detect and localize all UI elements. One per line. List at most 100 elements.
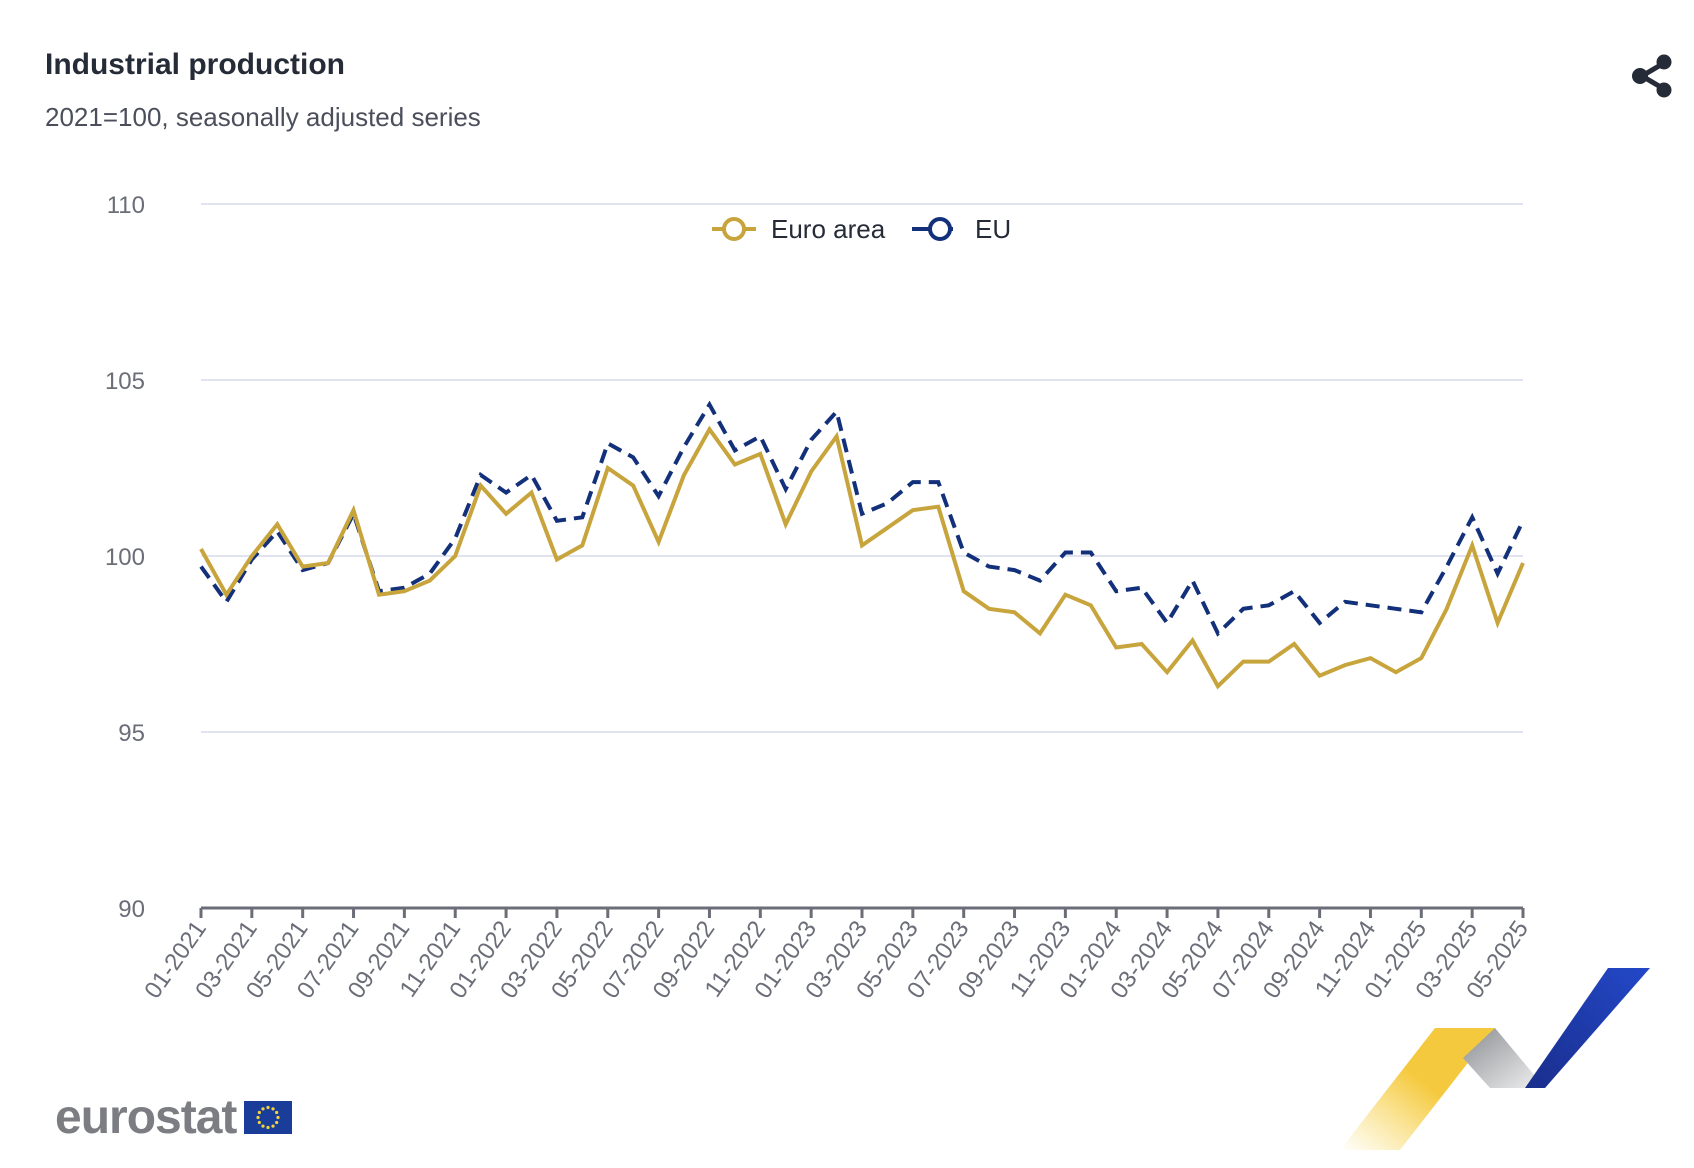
data-point[interactable] — [1164, 620, 1170, 626]
data-point[interactable] — [1469, 514, 1475, 520]
data-point[interactable] — [1062, 549, 1068, 555]
data-point[interactable] — [757, 433, 763, 439]
data-point[interactable] — [503, 490, 509, 496]
data-point[interactable] — [884, 525, 890, 531]
legend-item-euro-area[interactable]: Euro area — [712, 214, 886, 244]
data-point[interactable] — [376, 592, 382, 598]
data-point[interactable] — [1215, 683, 1221, 689]
data-point[interactable] — [605, 440, 611, 446]
data-point[interactable] — [935, 479, 941, 485]
data-point[interactable] — [630, 454, 636, 460]
data-point[interactable] — [351, 507, 357, 513]
data-point[interactable] — [961, 588, 967, 594]
data-point[interactable] — [1266, 602, 1272, 608]
data-point[interactable] — [300, 564, 306, 570]
data-point[interactable] — [783, 521, 789, 527]
data-point[interactable] — [1393, 669, 1399, 675]
data-point[interactable] — [1520, 560, 1526, 566]
data-point[interactable] — [732, 447, 738, 453]
data-point[interactable] — [1367, 655, 1373, 661]
data-point[interactable] — [1037, 630, 1043, 636]
data-point[interactable] — [1418, 655, 1424, 661]
data-point[interactable] — [1317, 620, 1323, 626]
data-point[interactable] — [1037, 578, 1043, 584]
data-point[interactable] — [986, 564, 992, 570]
data-point[interactable] — [1240, 606, 1246, 612]
data-point[interactable] — [1291, 588, 1297, 594]
data-point[interactable] — [1469, 542, 1475, 548]
legend-item-eu[interactable]: EU — [912, 214, 1011, 244]
data-point[interactable] — [554, 557, 560, 563]
data-point[interactable] — [1113, 645, 1119, 651]
data-point[interactable] — [579, 514, 585, 520]
data-point[interactable] — [706, 402, 712, 408]
data-point[interactable] — [859, 511, 865, 517]
data-point[interactable] — [1215, 630, 1221, 636]
data-point[interactable] — [757, 451, 763, 457]
data-point[interactable] — [1062, 592, 1068, 598]
data-point[interactable] — [681, 444, 687, 450]
data-point[interactable] — [427, 571, 433, 577]
data-point[interactable] — [554, 518, 560, 524]
data-point[interactable] — [1012, 567, 1018, 573]
data-point[interactable] — [478, 472, 484, 478]
data-point[interactable] — [529, 472, 535, 478]
data-point[interactable] — [910, 507, 916, 513]
data-point[interactable] — [961, 549, 967, 555]
data-point[interactable] — [656, 539, 662, 545]
data-point[interactable] — [1291, 641, 1297, 647]
data-point[interactable] — [452, 535, 458, 541]
data-point[interactable] — [1495, 571, 1501, 577]
data-point[interactable] — [1444, 564, 1450, 570]
data-point[interactable] — [223, 599, 229, 605]
data-point[interactable] — [732, 461, 738, 467]
data-point[interactable] — [1240, 659, 1246, 665]
data-point[interactable] — [808, 469, 814, 475]
data-point[interactable] — [1393, 606, 1399, 612]
data-point[interactable] — [1520, 518, 1526, 524]
data-point[interactable] — [910, 479, 916, 485]
data-point[interactable] — [783, 486, 789, 492]
data-point[interactable] — [834, 409, 840, 415]
data-point[interactable] — [1012, 609, 1018, 615]
data-point[interactable] — [808, 437, 814, 443]
data-point[interactable] — [884, 500, 890, 506]
data-point[interactable] — [452, 553, 458, 559]
data-point[interactable] — [1342, 599, 1348, 605]
data-point[interactable] — [198, 564, 204, 570]
data-point[interactable] — [1190, 578, 1196, 584]
data-point[interactable] — [1317, 673, 1323, 679]
data-point[interactable] — [1088, 549, 1094, 555]
data-point[interactable] — [1139, 641, 1145, 647]
data-point[interactable] — [1113, 588, 1119, 594]
data-point[interactable] — [834, 433, 840, 439]
data-point[interactable] — [1266, 659, 1272, 665]
data-point[interactable] — [1164, 669, 1170, 675]
data-point[interactable] — [579, 542, 585, 548]
data-point[interactable] — [223, 592, 229, 598]
data-point[interactable] — [401, 588, 407, 594]
data-point[interactable] — [1139, 585, 1145, 591]
data-point[interactable] — [935, 504, 941, 510]
data-point[interactable] — [1367, 602, 1373, 608]
series-line-euro-area[interactable] — [199, 425, 1525, 690]
data-point[interactable] — [274, 521, 280, 527]
data-point[interactable] — [605, 465, 611, 471]
data-point[interactable] — [325, 560, 331, 566]
data-point[interactable] — [1342, 662, 1348, 668]
data-point[interactable] — [1088, 602, 1094, 608]
data-point[interactable] — [630, 483, 636, 489]
data-point[interactable] — [1418, 609, 1424, 615]
data-point[interactable] — [656, 493, 662, 499]
data-point[interactable] — [503, 511, 509, 517]
data-point[interactable] — [1495, 620, 1501, 626]
data-point[interactable] — [427, 578, 433, 584]
data-point[interactable] — [1444, 606, 1450, 612]
share-icon[interactable] — [1628, 52, 1676, 100]
data-point[interactable] — [706, 426, 712, 432]
data-point[interactable] — [859, 542, 865, 548]
series-line-eu[interactable] — [199, 400, 1525, 637]
data-point[interactable] — [986, 606, 992, 612]
data-point[interactable] — [198, 546, 204, 552]
data-point[interactable] — [529, 490, 535, 496]
